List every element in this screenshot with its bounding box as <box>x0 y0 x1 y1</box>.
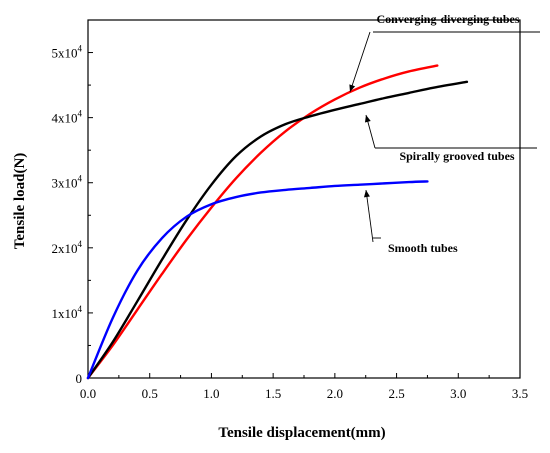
x-tick-label: 2.5 <box>388 386 404 401</box>
series-line-converging-diverging-tubes <box>86 64 439 380</box>
annotation-label-converging-diverging-tubes: Converging-diverging tubes <box>376 12 519 26</box>
y-tick-label: 3x104 <box>52 174 83 191</box>
annotation-label-spirally-grooved-tubes: Spirally grooved tubes <box>399 149 514 163</box>
annotation-leader-converging-diverging-tubes <box>349 31 371 93</box>
y-tick-label: 5x104 <box>52 44 83 61</box>
plot-border <box>87 19 521 379</box>
series-line-spirally-grooved-tubes <box>86 80 469 380</box>
x-axis-title: Tensile displacement(mm) <box>218 425 385 441</box>
annotation-label-smooth-tubes: Smooth tubes <box>388 241 458 255</box>
y-tick-label: 2x104 <box>52 239 83 256</box>
x-tick-label: 0.5 <box>142 386 158 401</box>
x-tick-label: 1.0 <box>203 386 219 401</box>
annotation-leader-smooth-tubes <box>365 189 374 243</box>
y-tick-label: 4x104 <box>52 109 83 126</box>
x-tick-label: 2.0 <box>327 386 343 401</box>
x-tick-label: 3.5 <box>512 386 528 401</box>
x-tick-label: 3.0 <box>450 386 466 401</box>
series-layer <box>86 64 469 380</box>
x-axis: 0.0 0.5 1.0 1.5 2.0 2.5 3.0 3.5 <box>80 373 528 401</box>
plot-frame <box>87 19 521 379</box>
annotation-layer: Converging-diverging tubes Spirally groov… <box>349 12 540 255</box>
y-axis-title: Tensile load(N) <box>12 153 28 250</box>
annotation-arrowhead-spirally-grooved-tubes <box>364 115 371 123</box>
x-tick-label: 1.5 <box>265 386 281 401</box>
y-axis: 0 1x104 2x104 3x104 4x104 5x104 <box>52 44 93 386</box>
x-tick-label: 0.0 <box>80 386 96 401</box>
series-line-smooth-tubes <box>86 180 429 380</box>
annotation-arrowhead-smooth-tubes <box>363 190 370 198</box>
y-tick-label: 1x104 <box>52 304 83 321</box>
y-tick-label: 0 <box>76 371 83 386</box>
annotation-arrowhead-converging-diverging-tubes <box>349 84 356 92</box>
